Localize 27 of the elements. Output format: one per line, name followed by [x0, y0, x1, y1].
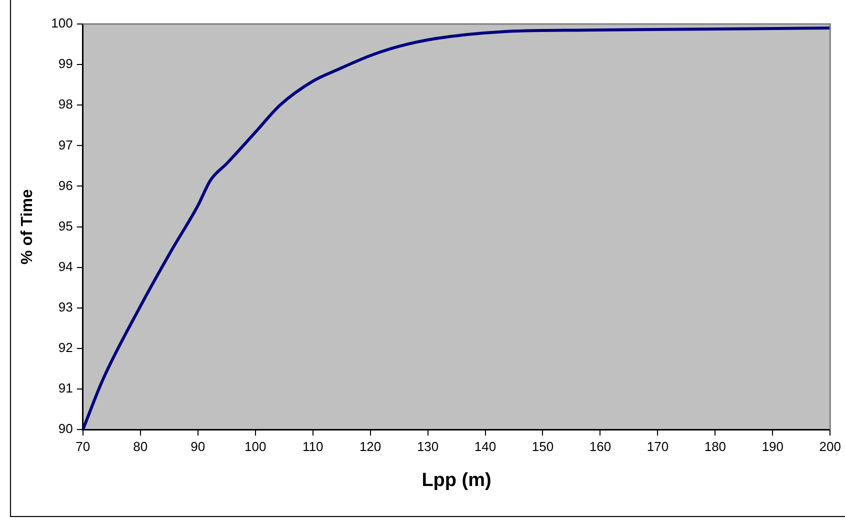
y-axis-title: % of Time: [19, 189, 36, 264]
x-tick-label: 140: [474, 438, 496, 454]
y-tick-label: 94: [58, 258, 73, 274]
y-tick-label: 98: [58, 96, 73, 112]
y-tick-label: 90: [58, 421, 73, 436]
x-tick-label: 170: [646, 438, 669, 454]
y-tick-label: 97: [58, 137, 73, 152]
x-tick-label: 110: [302, 438, 324, 454]
y-tick-label: 95: [58, 218, 73, 234]
x-tick-label: 80: [133, 438, 148, 454]
x-tick-label: 70: [76, 438, 90, 454]
y-tick-label: 91: [58, 380, 73, 396]
x-tick-label: 90: [190, 438, 206, 454]
x-tick-label: 160: [589, 438, 612, 454]
x-axis-title: Lpp (m): [422, 470, 492, 491]
x-tick-label: 120: [359, 438, 382, 454]
x-tick-label: 190: [762, 438, 784, 454]
y-tick-label: 99: [58, 56, 73, 72]
x-tick-label: 100: [244, 438, 266, 454]
y-tick-label: 96: [58, 178, 73, 193]
y-tick-label: 100: [51, 16, 73, 31]
x-tick-label: 150: [532, 438, 554, 454]
x-tick-label: 130: [416, 438, 439, 454]
x-tick-label: 180: [704, 438, 726, 454]
y-tick-label: 93: [58, 300, 73, 314]
x-tick-label: 200: [819, 438, 842, 454]
y-tick-label: 92: [58, 340, 73, 356]
